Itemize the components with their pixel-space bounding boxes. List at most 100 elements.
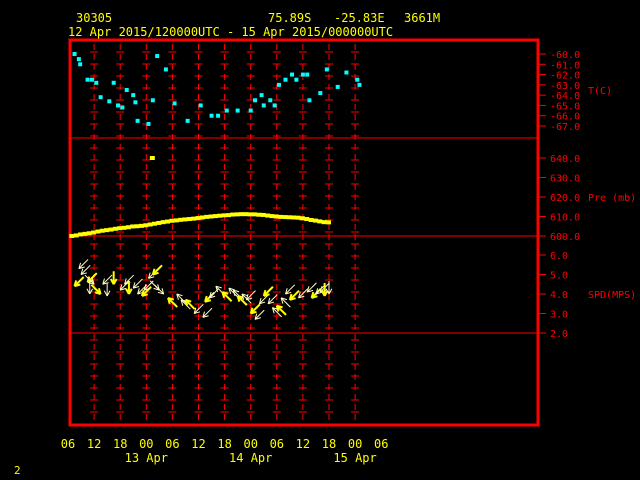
- pressure-point: [269, 214, 275, 219]
- x-tick-label: 18: [113, 437, 127, 451]
- y-tick-label: -63.0: [550, 81, 580, 92]
- wind-arrow-head: [133, 285, 140, 289]
- temperature-point: [224, 108, 229, 113]
- y-tick-label: 6.0: [550, 251, 568, 262]
- y-axis-label: Pre (mb): [588, 193, 636, 204]
- wind-arrow-shaft: [73, 276, 85, 287]
- y-tick-label: 4.0: [550, 290, 568, 301]
- wind-arrow-head: [232, 289, 236, 296]
- pressure-point: [186, 217, 192, 222]
- wind-arrow-head: [102, 278, 105, 285]
- pressure-point: [165, 219, 171, 224]
- plot-frame: [68, 38, 540, 427]
- pressure-point: [308, 218, 314, 223]
- temperature-point: [357, 82, 362, 87]
- y-tick-label: 630.0: [550, 174, 580, 185]
- y-tick-label: -64.0: [550, 91, 580, 102]
- pressure-point: [191, 216, 197, 221]
- wind-arrow-head: [204, 295, 208, 303]
- pressure-point: [121, 225, 127, 230]
- pressure-point: [130, 224, 136, 229]
- x-day-label: 13 Apr: [125, 451, 168, 465]
- wind-arrow-head: [176, 293, 183, 297]
- wind-arrow-head: [119, 284, 123, 291]
- temperature-point: [85, 77, 90, 82]
- temperature-point: [131, 93, 136, 98]
- x-tick-label: 18: [322, 437, 336, 451]
- pressure-point: [104, 228, 110, 233]
- pressure-point: [247, 212, 253, 217]
- wind-arrow-head: [209, 295, 216, 299]
- wind-arrow-head: [241, 293, 248, 297]
- temperature-point: [98, 95, 103, 100]
- station-latitude: 75.89S: [268, 11, 312, 25]
- wind-arrow-head: [267, 297, 271, 304]
- wind-arrow-head: [259, 301, 266, 305]
- wind-arrow-shaft: [84, 274, 95, 285]
- wind-arrow-head: [315, 291, 322, 295]
- pressure-point: [221, 213, 227, 218]
- wind-arrow-head: [147, 272, 151, 279]
- wind-arrow-head: [328, 288, 333, 295]
- wind-arrow-head: [86, 276, 91, 283]
- wind-arrow-head: [237, 294, 244, 299]
- wind-arrow-head: [254, 317, 261, 320]
- wind-arrow-shaft: [228, 287, 239, 298]
- wind-arrow-head: [281, 297, 288, 301]
- wind-arrow-head: [73, 280, 78, 287]
- wind-arrow-head: [153, 287, 160, 291]
- pressure-point: [326, 220, 331, 225]
- wind-arrow-head: [222, 291, 229, 295]
- wind-arrow-shaft: [263, 286, 274, 297]
- wind-arrow-head: [137, 288, 140, 295]
- wind-arrow-shaft: [80, 264, 91, 275]
- pressure-point: [234, 212, 240, 217]
- temperature-point: [324, 67, 329, 72]
- wind-arrow-shaft: [193, 303, 204, 314]
- wind-arrow-head: [325, 288, 330, 295]
- wind-arrow-head: [167, 296, 175, 301]
- wind-arrow-shaft: [132, 278, 143, 289]
- pressure-point: [282, 215, 288, 220]
- wind-arrow-head: [91, 278, 95, 285]
- y-tick-label: 610.0: [550, 213, 580, 224]
- temperature-point: [72, 52, 77, 56]
- temperature-point: [107, 99, 112, 104]
- temperature-point: [335, 84, 340, 89]
- temperature-point: [290, 72, 295, 77]
- wind-arrow-head: [176, 293, 179, 300]
- x-day-label: 15 Apr: [333, 451, 376, 465]
- x-tick-label: 06: [165, 437, 179, 451]
- pressure-point: [143, 223, 149, 228]
- wind-arrow-head: [124, 278, 127, 285]
- wind-arrow-shaft: [315, 284, 326, 295]
- wind-arrow-head: [228, 287, 235, 291]
- wind-arrow-head: [285, 288, 288, 295]
- wind-arrow-shaft: [306, 282, 317, 293]
- pressure-point: [156, 220, 162, 225]
- wind-arrow-head: [267, 301, 274, 305]
- pressure-point: [260, 212, 266, 217]
- pressure-point: [230, 212, 236, 217]
- wind-arrow-shaft: [124, 274, 135, 285]
- wind-arrow-head: [132, 282, 136, 289]
- x-tick-label: 12: [87, 437, 101, 451]
- pressure-point: [256, 212, 262, 217]
- wind-arrow-head: [276, 304, 283, 309]
- temperature-point: [89, 77, 94, 82]
- x-tick-label: 06: [270, 437, 284, 451]
- wind-arrow-shaft: [285, 284, 296, 295]
- wind-arrow-head: [233, 289, 240, 293]
- y-tick-label: 620.0: [550, 193, 580, 204]
- pressure-point: [86, 231, 92, 236]
- wind-arrow-shaft: [259, 294, 269, 305]
- temperature-point: [185, 118, 190, 123]
- pressure-point: [195, 216, 201, 221]
- pressure-point: [243, 212, 249, 217]
- temperature-point: [124, 88, 129, 92]
- temperature-point: [355, 77, 360, 82]
- temperature-point: [133, 100, 138, 105]
- wind-arrow-head: [103, 290, 108, 297]
- wind-arrow-head: [298, 292, 301, 299]
- y-axis-label: T(C): [588, 86, 612, 97]
